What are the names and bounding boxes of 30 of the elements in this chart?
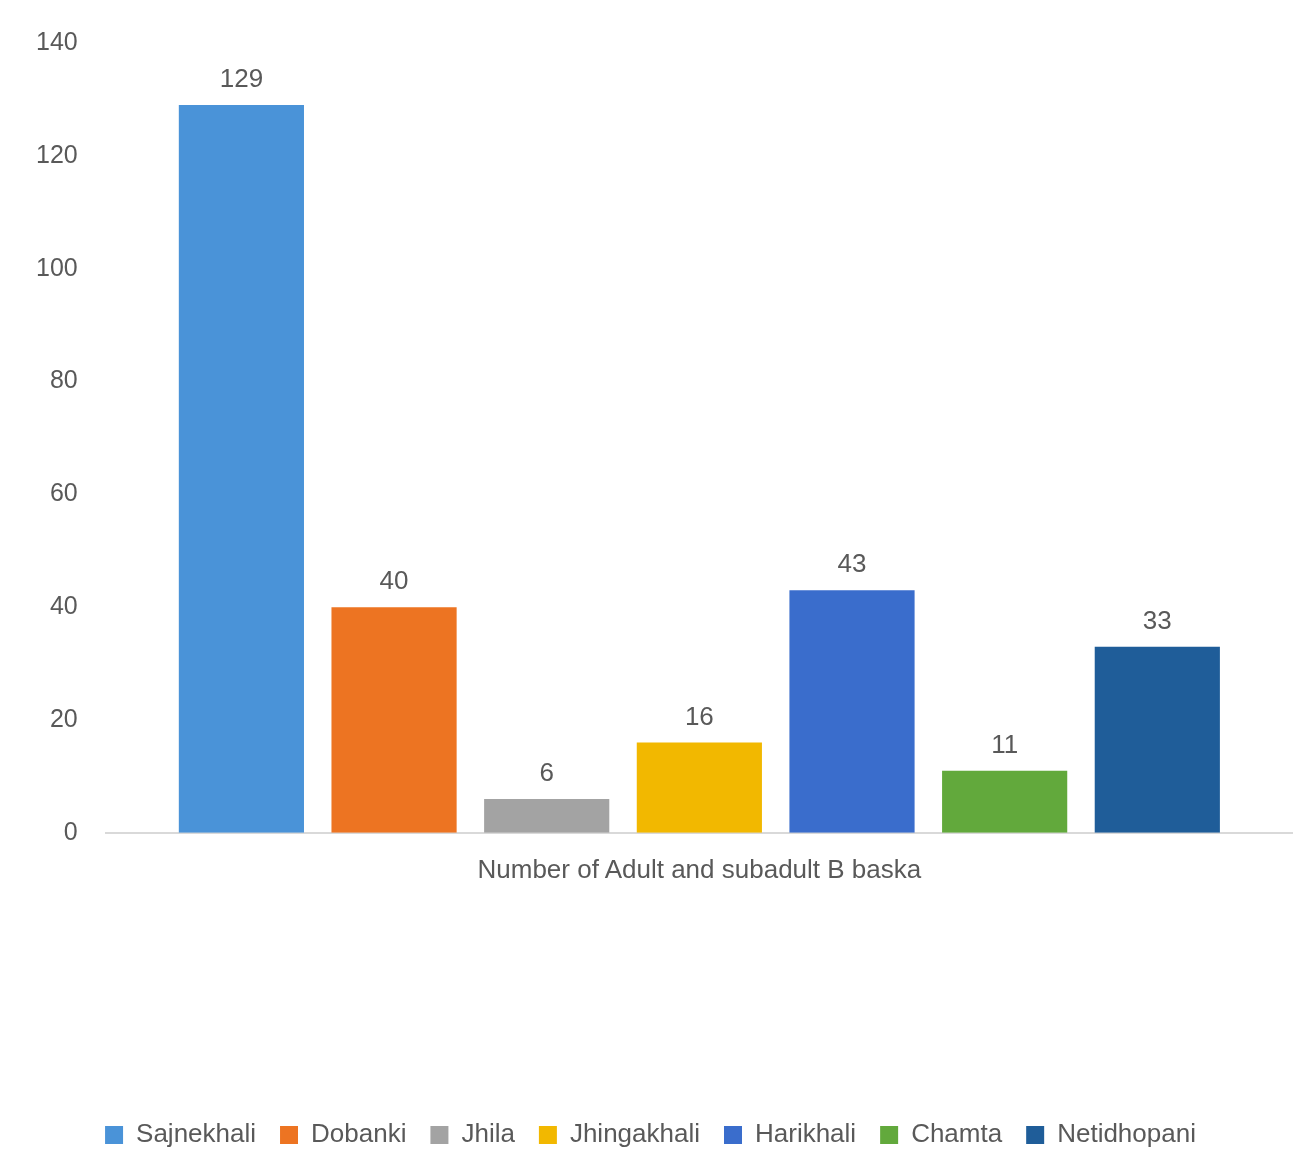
data-label: 33 (1142, 604, 1172, 635)
data-label: 129 (219, 63, 264, 94)
y-tick-label: 0 (63, 816, 78, 845)
x-tick-label: Number of Adult and subadult B baska (477, 853, 922, 884)
legend-label: Chamta (911, 1118, 1003, 1149)
y-tick-label: 120 (35, 139, 78, 168)
data-label: 6 (539, 757, 554, 788)
legend-label: Dobanki (311, 1118, 407, 1149)
bar (484, 798, 610, 833)
bar (1094, 646, 1220, 833)
legend-label: Harikhali (754, 1118, 857, 1149)
data-label: 40 (379, 565, 409, 596)
bar (331, 607, 457, 833)
data-label: 16 (684, 700, 714, 731)
bar (942, 770, 1068, 833)
legend-label: Jhila (461, 1118, 516, 1149)
data-label: 43 (837, 548, 867, 579)
y-tick-label: 80 (49, 365, 78, 394)
legend-label: Netidhopani (1057, 1118, 1196, 1149)
bar (789, 590, 915, 833)
legend-label: Jhingakhali (569, 1118, 700, 1149)
bar (178, 105, 304, 833)
y-tick-label: 100 (35, 252, 78, 281)
y-tick-label: 60 (49, 478, 78, 507)
y-tick-label: 20 (49, 703, 78, 732)
y-tick-label: 140 (35, 26, 78, 55)
y-tick-label: 40 (49, 591, 78, 620)
legend-label: Sajnekhali (136, 1118, 257, 1149)
bar (636, 742, 762, 833)
data-label: 11 (991, 728, 1019, 759)
